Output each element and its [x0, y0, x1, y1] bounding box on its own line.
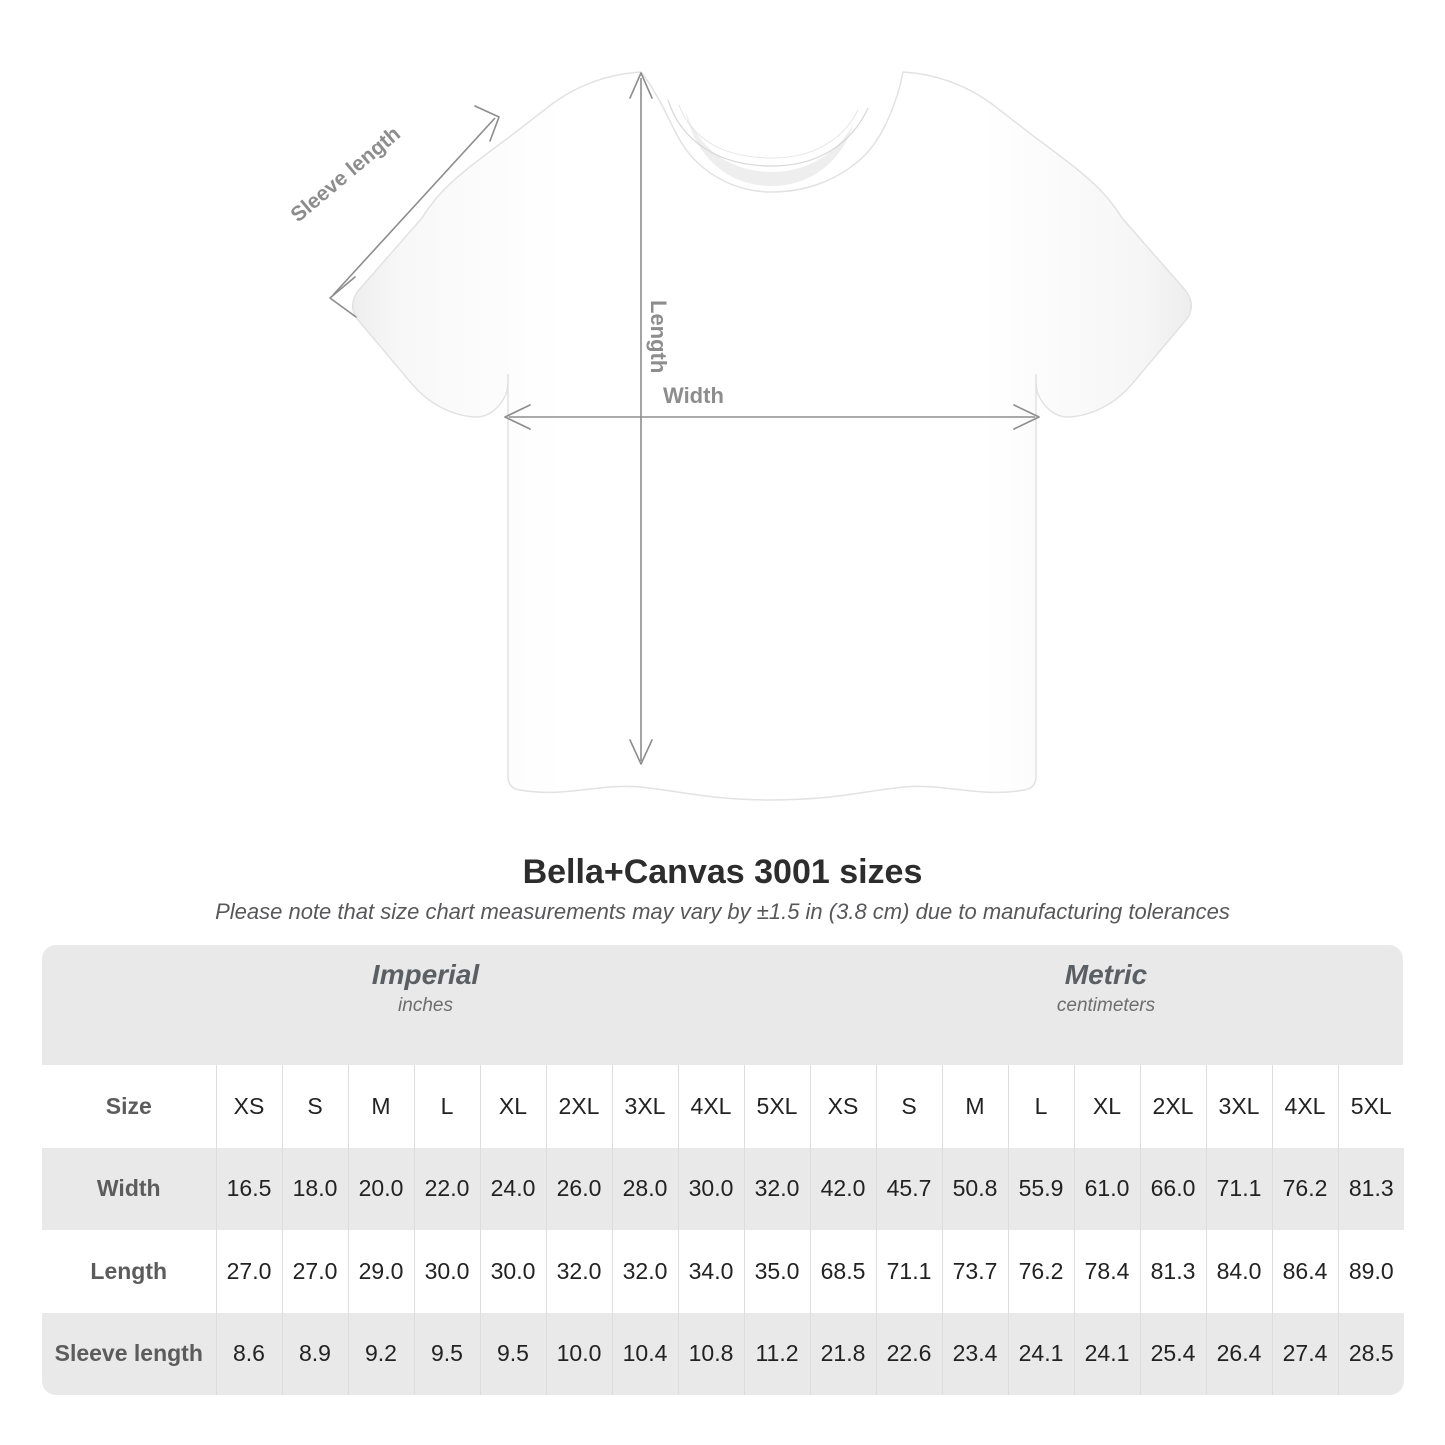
svg-text:Width: Width	[663, 383, 724, 408]
svg-text:Length: Length	[646, 300, 671, 373]
svg-text:Sleeve length: Sleeve length	[286, 122, 404, 227]
